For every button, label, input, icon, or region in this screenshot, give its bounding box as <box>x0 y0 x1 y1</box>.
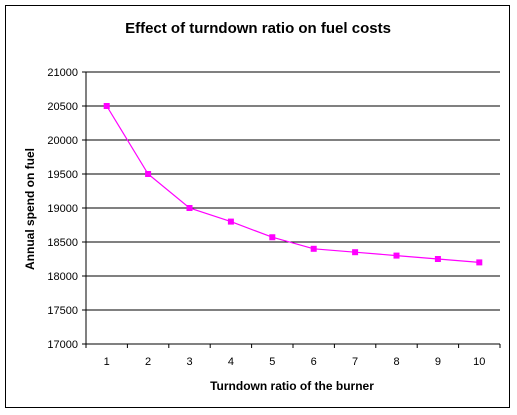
y-tick-label: 17500 <box>47 305 78 317</box>
x-tick-label: 1 <box>104 356 110 368</box>
data-point <box>393 252 400 259</box>
data-point <box>186 205 193 211</box>
data-point <box>476 259 483 266</box>
y-tick-label: 18000 <box>47 271 78 283</box>
data-point <box>352 249 359 256</box>
chart-title: Effect of turndown ratio on fuel costs <box>125 20 391 37</box>
series-group <box>103 103 483 266</box>
x-tick-label: 3 <box>186 356 192 368</box>
y-axis-label: Annual spend on fuel <box>23 148 37 270</box>
gridlines <box>86 71 500 311</box>
data-point <box>434 256 441 262</box>
data-point <box>145 171 152 177</box>
x-tick-label: 7 <box>352 356 358 368</box>
x-tick-label: 2 <box>145 356 151 368</box>
x-tick-label: 9 <box>435 356 441 368</box>
y-tick-label: 17000 <box>47 339 78 351</box>
x-tick-label: 6 <box>311 356 317 368</box>
data-point <box>103 103 110 109</box>
data-point <box>227 218 234 225</box>
x-tick-label: 4 <box>228 356 234 368</box>
y-tick-label: 18500 <box>47 237 78 249</box>
y-tick-label: 20500 <box>47 101 78 113</box>
x-axis-label: Turndown ratio of the burner <box>210 379 374 393</box>
y-tick-label: 21000 <box>47 67 78 79</box>
x-tick-label: 10 <box>473 356 485 368</box>
y-tick-label: 19000 <box>47 203 78 215</box>
axes <box>82 71 501 348</box>
data-point <box>310 245 317 252</box>
x-tick-label: 5 <box>269 356 275 368</box>
series-line <box>106 105 480 263</box>
x-tick-label: 8 <box>393 356 399 368</box>
y-tick-label: 19500 <box>47 169 78 181</box>
y-tick-labels: 17000 17500 18000 18500 19000 19500 20000 20500… <box>47 67 78 351</box>
y-tick-label: 20000 <box>47 135 78 147</box>
data-point <box>269 234 276 241</box>
x-tick-labels: 1 2 3 4 5 6 7 8 9 10 <box>104 356 486 368</box>
